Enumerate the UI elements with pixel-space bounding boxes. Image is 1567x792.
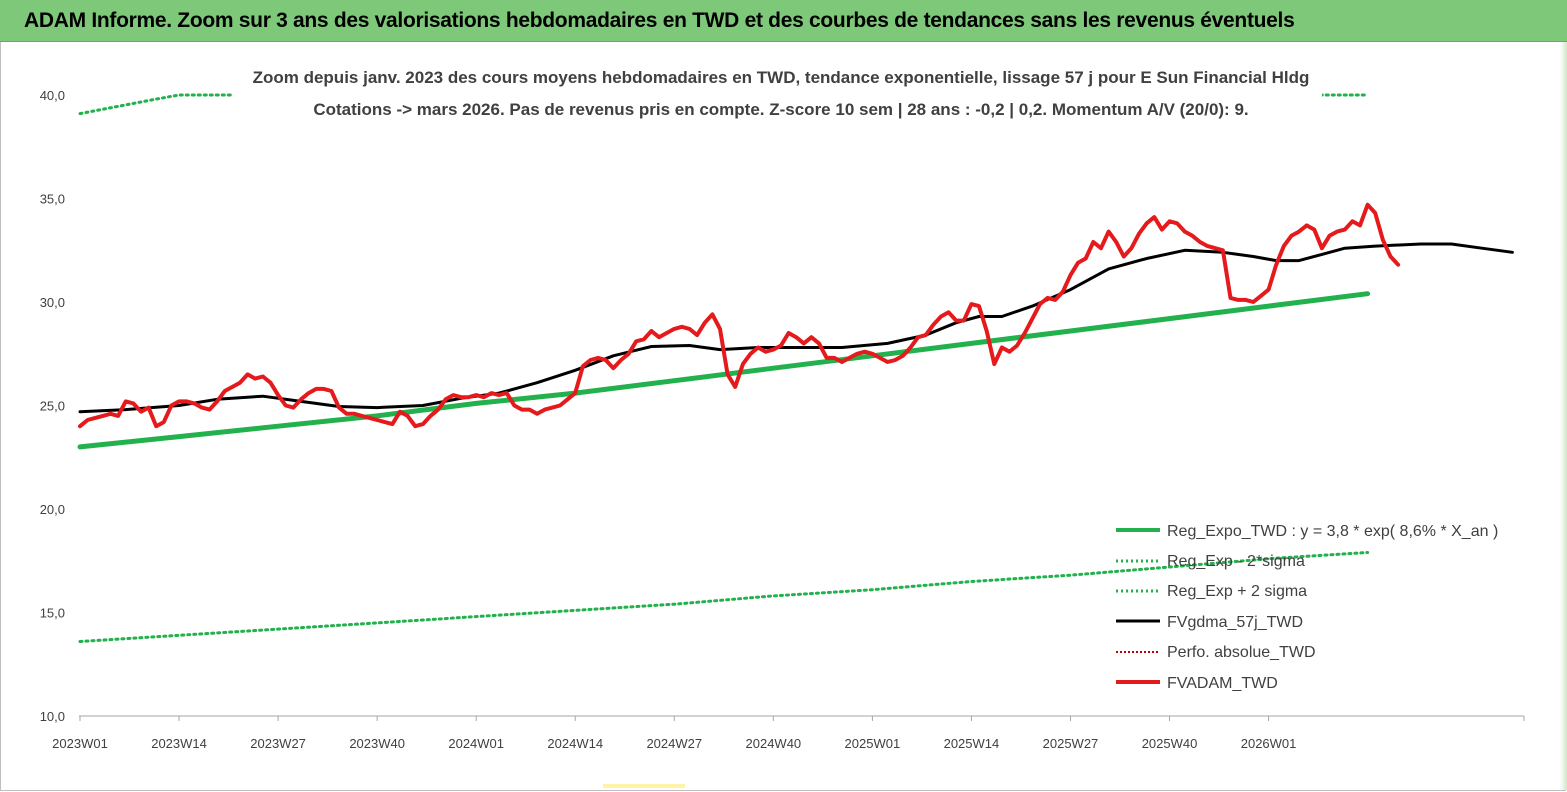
- series-line-fvgdma: [78, 242, 1514, 414]
- x-tick-label: 2023W01: [52, 736, 108, 751]
- y-tick-label: 35,0: [40, 192, 65, 207]
- x-tick-label: 2023W27: [250, 736, 306, 751]
- y-tick-labels: 10,0 15,0 20,0 25,0 30,0 35,0 40,0: [40, 88, 65, 724]
- legend: Reg_Expo_TWD : y = 3,8 * exp( 8,6% * X_a…: [1116, 523, 1498, 692]
- x-tick-label: 2024W40: [746, 736, 802, 751]
- title-banner: ADAM Informe. Zoom sur 3 ans des valoris…: [0, 0, 1567, 42]
- series-line-fvadam: [78, 202, 1401, 429]
- x-tick-label: 2025W14: [944, 736, 1000, 751]
- bottom-accent-bar: [603, 784, 685, 788]
- x-tick-label: 2026W01: [1241, 736, 1297, 751]
- page-title: ADAM Informe. Zoom sur 3 ans des valoris…: [24, 9, 1295, 32]
- x-tick-label: 2025W01: [845, 736, 901, 751]
- chart-subtitle-1: Zoom depuis janv. 2023 des cours moyens …: [253, 68, 1310, 87]
- x-tick-label: 2024W01: [448, 736, 504, 751]
- y-tick-label: 25,0: [40, 399, 65, 414]
- legend-label-reg-expo: Reg_Expo_TWD : y = 3,8 * exp( 8,6% * X_a…: [1167, 523, 1498, 540]
- y-tick-label: 40,0: [40, 88, 65, 103]
- x-tick-label: 2024W14: [547, 736, 603, 751]
- y-tick-label: 20,0: [40, 502, 65, 517]
- legend-label-sigma-plus: Reg_Exp + 2 sigma: [1167, 583, 1307, 600]
- legend-label-fvadam: FVADAM_TWD: [1167, 675, 1278, 692]
- legend-label-perfo: Perfo. absolue_TWD: [1167, 644, 1316, 661]
- legend-label-fvgdma: FVgdma_57j_TWD: [1167, 614, 1303, 631]
- y-tick-label: 30,0: [40, 295, 65, 310]
- chart-subtitle-2: Cotations -> mars 2026. Pas de revenus p…: [313, 100, 1248, 119]
- legend-label-sigma-minus: Reg_Exp - 2*sigma: [1167, 553, 1305, 570]
- series-line-reg-expo: [77, 291, 1371, 450]
- series-line-sigma-minus: [78, 551, 1370, 643]
- x-tick-labels: 2023W01 2023W14 2023W27 2023W40 2024W01 2024W…: [52, 716, 1525, 751]
- right-accent-bar: [1560, 42, 1567, 790]
- x-tick-label: 2023W14: [151, 736, 207, 751]
- y-tick-label: 15,0: [40, 606, 65, 621]
- x-tick-label: 2025W40: [1142, 736, 1198, 751]
- y-tick-label: 10,0: [40, 709, 65, 724]
- x-tick-label: 2024W27: [646, 736, 702, 751]
- subtitle-background: [232, 60, 1322, 130]
- x-tick-label: 2025W27: [1043, 736, 1099, 751]
- x-tick-label: 2023W40: [349, 736, 405, 751]
